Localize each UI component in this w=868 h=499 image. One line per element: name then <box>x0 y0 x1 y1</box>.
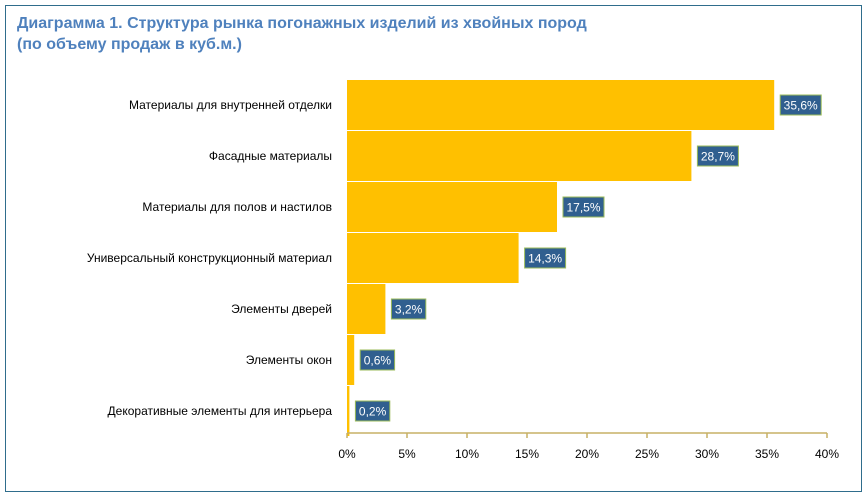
data-label-box <box>359 349 396 371</box>
bar <box>347 131 692 181</box>
chart-title-line-1: Диаграмма 1. Структура рынка погонажных … <box>17 15 587 32</box>
data-label: 0,6% <box>364 354 392 368</box>
data-label: 28,7% <box>701 150 735 164</box>
category-label: Фасадные материалы <box>209 149 332 163</box>
bar <box>347 182 557 232</box>
chart-title-line-2: (по объему продаж в куб.м.) <box>17 36 242 53</box>
x-tick-label: 40% <box>815 447 839 461</box>
data-label-box <box>562 196 605 218</box>
data-label: 17,5% <box>566 201 600 215</box>
category-label: Декоративные элементы для интерьера <box>108 404 333 418</box>
data-label-box <box>390 298 427 320</box>
x-tick-label: 5% <box>398 447 416 461</box>
data-label: 0,2% <box>359 405 387 419</box>
bar <box>347 284 386 334</box>
x-tick-label: 20% <box>575 447 599 461</box>
x-tick-label: 30% <box>695 447 719 461</box>
category-label: Материалы для полов и настилов <box>142 200 332 214</box>
x-tick-label: 15% <box>515 447 539 461</box>
x-tick-label: 35% <box>755 447 779 461</box>
bar <box>347 233 519 283</box>
category-label: Материалы для внутренней отделки <box>129 98 332 112</box>
x-tick-label: 25% <box>635 447 659 461</box>
x-tick-label: 10% <box>455 447 479 461</box>
data-label: 14,3% <box>528 252 562 266</box>
bar <box>347 335 355 385</box>
chart-title: Диаграмма 1. Структура рынка погонажных … <box>17 13 587 55</box>
category-label: Элементы дверей <box>231 302 332 316</box>
data-label: 3,2% <box>395 303 423 317</box>
x-tick-label: 0% <box>338 447 356 461</box>
data-label-box <box>779 94 822 116</box>
category-label: Элементы окон <box>246 353 332 367</box>
bar <box>347 386 350 436</box>
data-label: 35,6% <box>784 99 818 113</box>
data-label-box <box>524 247 567 269</box>
data-label-box <box>354 400 391 422</box>
data-label-box <box>696 145 739 167</box>
bar <box>347 80 775 130</box>
category-label: Универсальный конструкционный материал <box>87 251 332 265</box>
